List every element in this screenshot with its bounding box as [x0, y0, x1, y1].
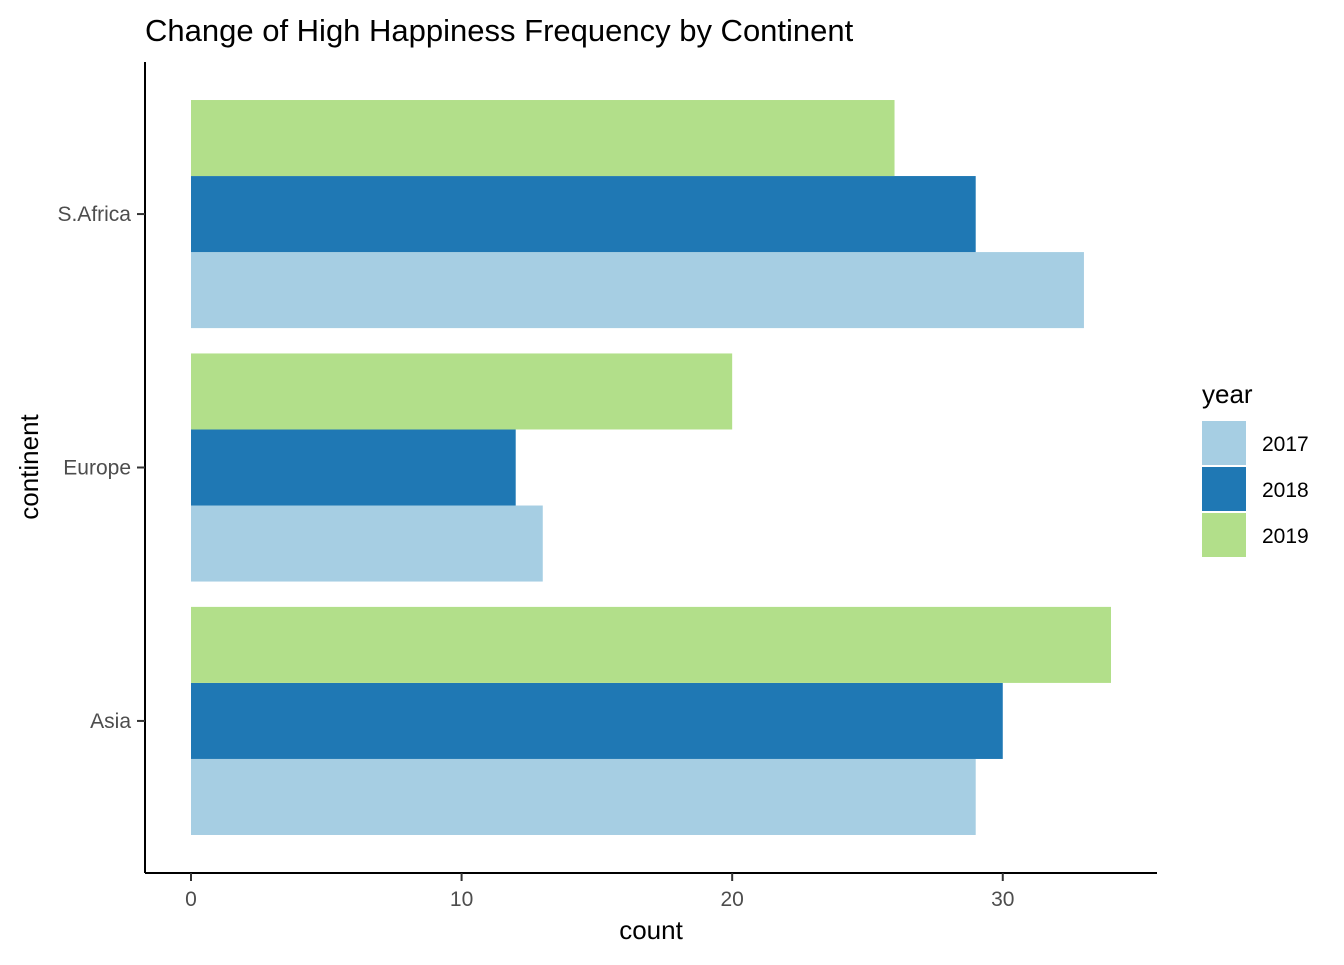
bar-asia-2018 [191, 682, 1003, 759]
x-axis-title: count [619, 915, 683, 945]
x-tick-label: 30 [991, 888, 1014, 911]
y-tick-label: S.Africa [57, 203, 131, 226]
legend-label-2017: 2017 [1262, 433, 1309, 456]
legend-label-2019: 2019 [1262, 525, 1309, 548]
chart-title: Change of High Happiness Frequency by Co… [145, 13, 854, 48]
legend-title: year [1202, 379, 1253, 409]
bar-asia-2019 [191, 606, 1111, 683]
legend-key-2017 [1202, 421, 1246, 465]
bar-europe-2019 [191, 353, 733, 430]
bar-europe-2017 [191, 505, 543, 582]
bar-asia-2017 [191, 758, 976, 835]
y-tick-label: Europe [63, 457, 131, 480]
bar-s-africa-2019 [191, 100, 895, 177]
legend-label-2018: 2018 [1262, 479, 1309, 502]
y-tick-label: Asia [90, 710, 131, 733]
x-tick-label: 10 [450, 888, 473, 911]
legend: year 2017 2018 2019 [1202, 379, 1309, 557]
y-axis-ticks: Asia Europe S.Africa [57, 203, 145, 733]
x-tick-label: 20 [720, 888, 743, 911]
bar-s-africa-2017 [191, 252, 1084, 329]
legend-key-2018 [1202, 467, 1246, 511]
y-axis-title: continent [14, 413, 44, 519]
bar-s-africa-2018 [191, 176, 976, 253]
x-tick-label: 0 [185, 888, 197, 911]
bar-europe-2018 [191, 429, 516, 506]
bars-layer [191, 100, 1111, 835]
legend-key-2019 [1202, 513, 1246, 557]
x-axis-ticks: 0 10 20 30 [185, 873, 1014, 911]
